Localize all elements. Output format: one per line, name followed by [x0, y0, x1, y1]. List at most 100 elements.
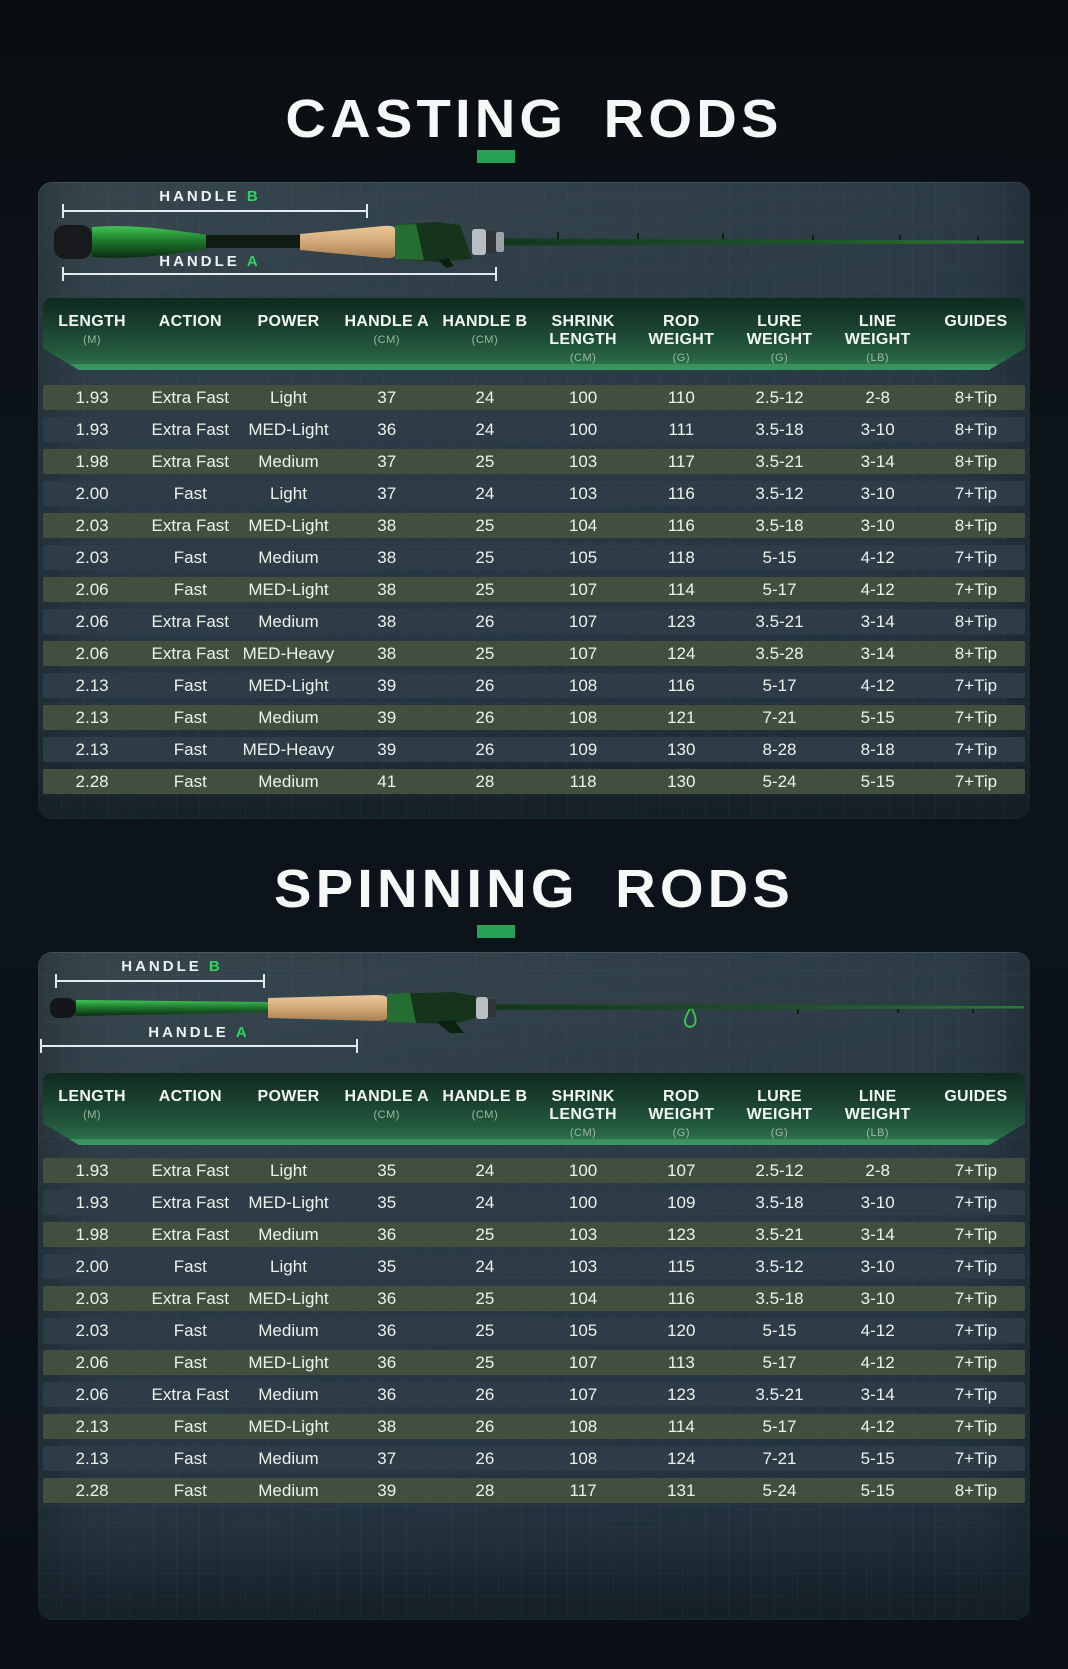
- spec-cell: 3.5-18: [755, 1288, 804, 1308]
- spec-cell: MED-Light: [248, 1352, 329, 1372]
- spec-cell: 25: [475, 643, 495, 663]
- spec-cell: 116: [667, 1288, 695, 1308]
- spec-cell: 100: [568, 1192, 598, 1212]
- spec-cell: 105: [568, 547, 598, 567]
- spec-cell: 26: [475, 707, 495, 727]
- spec-row: 1.93 Extra Fast Light 37 24 100 110 2.5-12 2-8 8+…: [43, 385, 1025, 410]
- spec-cell: 7+Tip: [954, 1160, 998, 1180]
- spec-row: 2.00 Fast Light 35 24 103 115 3.5-12 3-10 7+Tip: [43, 1254, 1025, 1279]
- spec-cell: 39: [377, 739, 397, 759]
- spec-cell: 25: [475, 547, 495, 567]
- spec-cell: 107: [568, 579, 598, 599]
- spec-cell: Medium: [258, 771, 319, 791]
- spec-cell: 25: [475, 579, 495, 599]
- title-accent-bar: [477, 150, 515, 163]
- spec-row: 1.93 Extra Fast MED-Light 36 24 100 111 3.5-18 3…: [43, 417, 1025, 442]
- spec-cell: MED-Light: [248, 1192, 329, 1212]
- spec-row: 2.06 Extra Fast Medium 38 26 107 123 3.5-21 3-14…: [43, 609, 1025, 634]
- spec-cell: 107: [568, 1384, 598, 1404]
- spec-cell: 3-14: [860, 643, 895, 663]
- spec-cell: 123: [667, 1224, 696, 1244]
- spec-cell: 7+Tip: [954, 739, 998, 759]
- spec-cell: 116: [667, 675, 695, 695]
- spec-cell: Medium: [258, 1224, 319, 1244]
- spec-cell: 7+Tip: [954, 483, 998, 503]
- spec-cell: 2-8: [865, 1160, 890, 1180]
- spec-cell: 3-10: [860, 515, 895, 535]
- handle-b-word: HANDLE: [159, 188, 240, 205]
- spec-cell: 3.5-18: [755, 515, 804, 535]
- spec-cell: 5-15: [860, 771, 895, 791]
- spec-cell: 109: [568, 739, 598, 759]
- spec-cell: 114: [667, 579, 695, 599]
- spec-cell: 108: [568, 675, 598, 695]
- spec-cell: Medium: [258, 1480, 319, 1500]
- spec-cell: 25: [475, 1352, 495, 1372]
- spec-cell: Medium: [258, 1320, 319, 1340]
- spec-cell: 108: [568, 1448, 598, 1468]
- spec-cell: Fast: [173, 579, 207, 599]
- spec-cell: 25: [475, 1320, 495, 1340]
- spec-cell: 2.03: [75, 1320, 109, 1340]
- spec-row: 2.00 Fast Light 37 24 103 116 3.5-12 3-10 7+Tip: [43, 481, 1025, 506]
- spec-cell: 25: [475, 451, 495, 471]
- spec-cell: 25: [475, 1288, 495, 1308]
- spec-cell: 118: [667, 547, 695, 567]
- spec-cell: 104: [568, 1288, 598, 1308]
- spec-cell: 2.5-12: [755, 387, 804, 407]
- spec-cell: 7+Tip: [954, 1352, 998, 1372]
- spec-cell: MED-Light: [248, 515, 329, 535]
- spec-cell: 35: [377, 1192, 397, 1212]
- spec-cell: Light: [270, 1160, 307, 1180]
- handle-b-word: HANDLE: [121, 958, 202, 975]
- column-header: ACTION: [158, 313, 222, 330]
- spec-cell: 100: [568, 1160, 598, 1180]
- column-header: HANDLE A (CM): [344, 313, 429, 346]
- column-header: LURE WEIGHT (G): [746, 1088, 813, 1139]
- spec-cell: 37: [377, 451, 397, 471]
- spec-cell: 1.98: [75, 451, 109, 471]
- spec-cell: 130: [667, 771, 696, 791]
- spec-cell: 107: [568, 643, 598, 663]
- spec-row: 2.28 Fast Medium 41 28 118 130 5-24 5-15 7+Tip: [43, 769, 1025, 794]
- spec-cell: MED-Heavy: [242, 643, 335, 663]
- spec-cell: 7+Tip: [954, 547, 998, 567]
- spec-row: 2.03 Fast Medium 36 25 105 120 5-15 4-12 7+Tip: [43, 1318, 1025, 1343]
- spec-cell: Fast: [173, 739, 207, 759]
- spec-cell: 8+Tip: [954, 419, 998, 439]
- spec-row: 2.06 Fast MED-Light 36 25 107 113 5-17 4-12 7+Tip: [43, 1350, 1025, 1375]
- spec-cell: 130: [667, 739, 696, 759]
- handle-a-letter: A: [246, 253, 261, 270]
- spec-row: 2.13 Fast Medium 39 26 108 121 7-21 5-15 7+Tip: [43, 705, 1025, 730]
- spec-cell: 7+Tip: [954, 1288, 998, 1308]
- spec-cell: Medium: [258, 1384, 319, 1404]
- spec-cell: 26: [475, 739, 495, 759]
- spec-cell: 3.5-18: [755, 419, 804, 439]
- spec-cell: Extra Fast: [151, 1160, 230, 1180]
- spec-cell: Fast: [173, 675, 207, 695]
- spec-cell: 1.93: [75, 419, 109, 439]
- spec-row: 2.06 Extra Fast MED-Heavy 38 25 107 124 3.5-28 3…: [43, 641, 1025, 666]
- spec-cell: 103: [568, 483, 598, 503]
- spec-cell: 24: [475, 1160, 495, 1180]
- handle-b-measure-line: [55, 974, 265, 988]
- spec-cell: MED-Light: [248, 419, 329, 439]
- spec-cell: 110: [667, 387, 695, 407]
- spec-cell: MED-Light: [248, 1416, 329, 1436]
- spec-cell: 7+Tip: [954, 771, 998, 791]
- spec-cell: 3.5-21: [755, 451, 804, 471]
- spec-cell: 36: [377, 1224, 397, 1244]
- spec-cell: 8+Tip: [954, 515, 998, 535]
- column-header: HANDLE B (CM): [442, 313, 528, 346]
- column-header: LENGTH (M): [58, 1088, 126, 1121]
- spec-cell: 4-12: [860, 579, 895, 599]
- spec-cell: Fast: [173, 707, 207, 727]
- spec-cell: 24: [475, 483, 495, 503]
- spec-cell: Medium: [258, 547, 319, 567]
- spec-cell: Light: [270, 483, 307, 503]
- spec-cell: 2-8: [865, 387, 890, 407]
- spec-cell: 121: [667, 707, 696, 727]
- spec-cell: MED-Light: [248, 675, 329, 695]
- spec-cell: 5-15: [762, 1320, 797, 1340]
